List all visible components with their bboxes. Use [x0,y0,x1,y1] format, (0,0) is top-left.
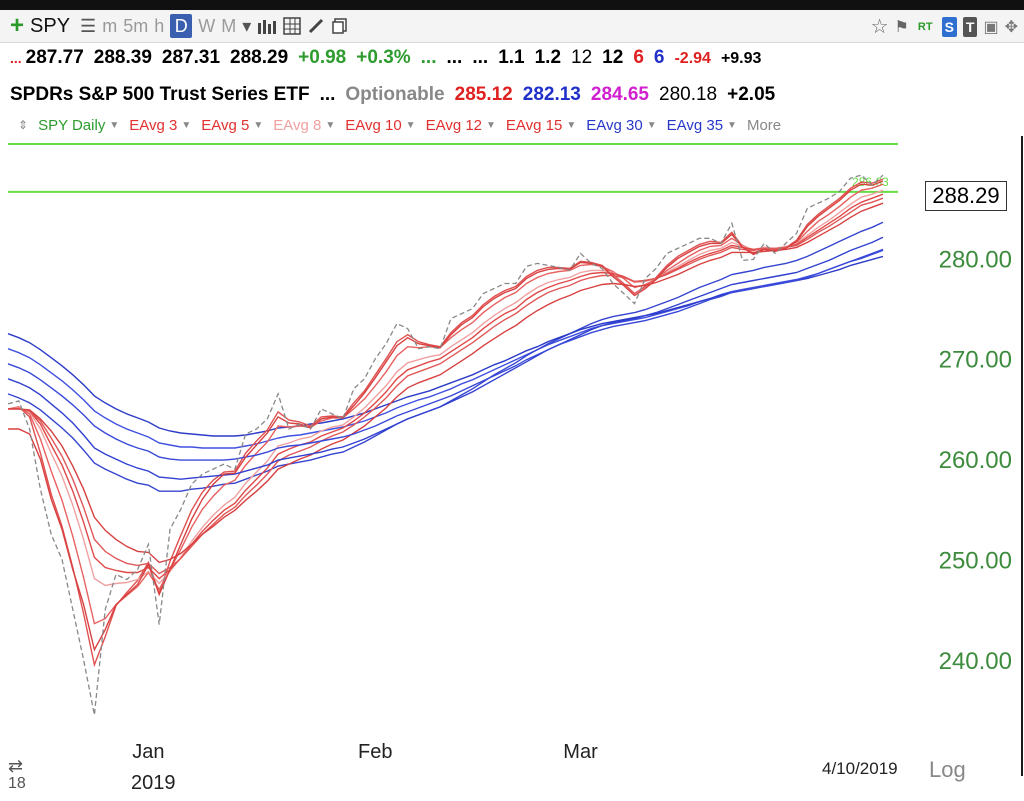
log-scale-toggle[interactable]: Log [929,757,966,782]
series-line-eavg35 [7,248,884,461]
legend-more-button[interactable]: More [746,116,782,134]
series-line-eavg12 [8,197,884,575]
s-button[interactable]: S [941,16,957,37]
quote-row: ... 287.77 288.39 287.31 288.29 +0.98 +0… [10,47,771,69]
value-p1: 285.12 [454,84,513,105]
instrument-row: SPDRs S&P 500 Trust Series ETF ... Optio… [10,84,785,106]
quote-dots-3: ... [472,47,489,68]
x-tick-label: Mar [563,741,598,763]
flag-icon[interactable]: ⚑ [894,18,909,36]
interval-dropdown-icon[interactable]: ▾ [242,15,252,36]
t-button[interactable]: T [962,16,978,37]
window-top-bar [0,0,1024,10]
ema-line-blue-2 [7,221,884,492]
ema-line-blue-1 [7,249,884,449]
quote-v8: +9.93 [720,50,762,67]
quote-high: 288.39 [93,47,152,68]
y-tick-label: 240.00 [939,648,1012,675]
toolbar-right-group: ☆ ⚑ RT S T ▣ ✥ [871,14,1018,39]
quote-low: 287.31 [161,47,221,68]
quote-v6: 6 [653,47,665,68]
save-icon[interactable]: ▣ [983,18,999,36]
x-tick-label: Feb [358,741,392,763]
instrument-name: SPDRs S&P 500 Trust Series ETF [10,84,310,105]
legend-item-eavg3[interactable]: EAvg 3 ▼ [129,116,192,134]
quote-ellipsis: ... [10,50,22,66]
y-tick-label: 250.00 [939,547,1012,574]
y-tick-label: 270.00 [939,347,1012,374]
legend-item-eavg15[interactable]: EAvg 15 ▼ [505,116,577,134]
optionable-label: Optionable [345,84,445,105]
edge-label: 18 [8,775,26,792]
legend-item-eavg8[interactable]: EAvg 8 ▼ [273,116,336,134]
quote-close: 288.29 [230,47,289,68]
quote-dots-2: ... [446,47,463,68]
series-line-eavg15 [8,202,884,564]
interval-daily[interactable]: D [170,14,193,38]
quote-v5: 6 [633,47,644,68]
quote-v3: 12 [571,47,593,68]
interval-5min[interactable]: 5m [123,15,149,36]
quote-change-pct: +0.3% [356,47,411,68]
series-line-eavg30 [7,236,884,480]
ema-line-red-0 [8,180,884,652]
legend-sort-icon[interactable]: ⇕ [18,118,29,132]
date-label: 4/10/2019 [822,759,898,778]
grid-table-icon[interactable] [283,14,302,38]
value-p5: +2.05 [727,84,776,105]
sync-icon[interactable]: ⇄ [8,756,24,776]
quote-open: 287.77 [25,47,84,68]
last-price-box: 288.29 [925,181,1007,211]
copy-icon[interactable] [331,14,349,38]
interval-minute[interactable]: m [102,15,118,36]
quote-v7: -2.94 [674,50,711,67]
menu-icon[interactable]: ☰ [80,15,97,36]
rt-label[interactable]: RT [917,20,933,33]
ema-line-blue-3 [7,255,884,437]
y-tick-label: 260.00 [939,447,1012,474]
value-p3: 284.65 [590,84,650,105]
indicator-legend: ⇕ SPY Daily ▼ EAvg 3 ▼ EAvg 5 ▼ EAvg 8 ▼ EAv… [0,113,1024,137]
legend-item-eavg5[interactable]: EAvg 5 ▼ [201,116,264,134]
symbol-field[interactable]: SPY [30,14,71,37]
quote-v4: 12 [602,47,624,68]
chart-toolbar: + SPY ☰ m 5m h D W M ▾ ☆ ⚑ RT S T ▣ ✥ [0,10,1024,43]
quote-v2: 1.2 [534,47,562,68]
legend-item-spy-daily[interactable]: SPY Daily ▼ [38,116,120,134]
star-icon[interactable]: ☆ [870,16,889,38]
move-icon[interactable]: ✥ [1004,18,1018,36]
x-tick-label: Jan [132,741,164,763]
pencil-icon[interactable] [307,14,325,38]
value-p2: 282.13 [522,84,581,105]
quote-v1: 1.1 [498,47,525,68]
year-label: 2019 [131,772,176,794]
y-tick-label: 280.00 [939,246,1012,273]
series-line-eavg10 [8,193,884,580]
legend-item-eavg10[interactable]: EAvg 10 ▼ [345,116,416,134]
interval-monthly[interactable]: M [221,15,237,36]
value-p4: 280.18 [659,84,718,105]
add-symbol-icon[interactable]: + [10,12,25,39]
quote-dots-1: ... [420,47,437,68]
legend-item-eavg30[interactable]: EAvg 30 ▼ [586,116,657,134]
right-edge-bar [1021,136,1023,776]
interval-hour[interactable]: h [154,15,165,36]
series-line-spy-daily [7,174,884,716]
bar-chart-icon[interactable] [257,14,277,38]
instrument-dots: ... [319,84,336,105]
legend-item-eavg35[interactable]: EAvg 35 ▼ [666,116,737,134]
legend-item-eavg12[interactable]: EAvg 12 ▼ [425,116,496,134]
quote-change: +0.98 [298,47,347,68]
interval-weekly[interactable]: W [198,15,216,36]
